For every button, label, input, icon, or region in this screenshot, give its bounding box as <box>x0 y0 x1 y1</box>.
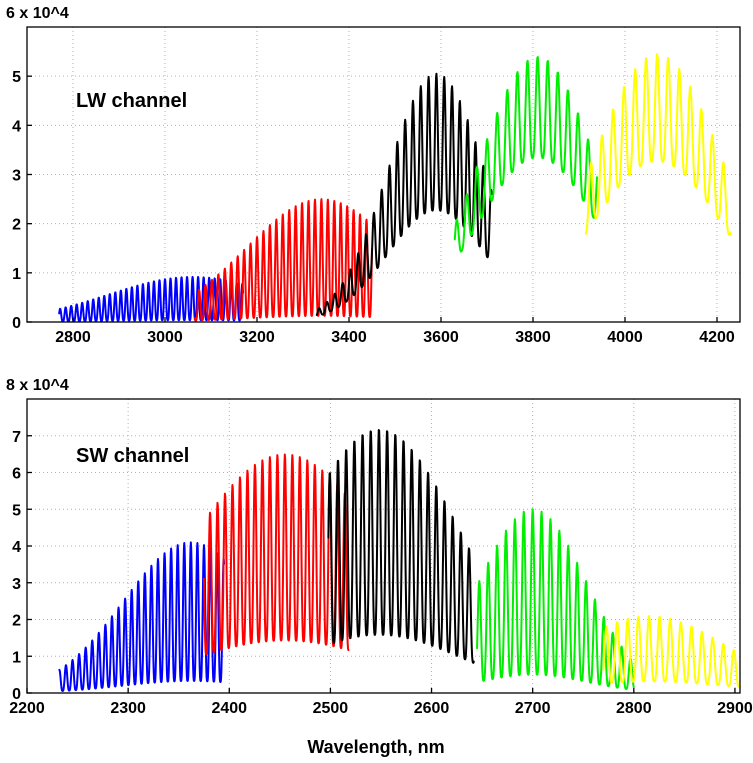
lw-series-1 <box>58 275 245 323</box>
lw-series-4 <box>453 55 598 253</box>
sw-series-1 <box>58 541 226 692</box>
sw-series-3 <box>327 428 475 664</box>
lw-x-tick-label: 3000 <box>147 329 183 346</box>
sw-x-tick-label: 2600 <box>414 700 450 717</box>
sw-y-multiplier: 8 x 10^4 <box>6 377 69 394</box>
sw-x-tick-label: 2500 <box>313 700 349 717</box>
lw-x-tick-label: 3600 <box>423 329 459 346</box>
sw-x-tick-label: 2900 <box>717 700 753 717</box>
sw-series-2 <box>202 453 350 656</box>
sw-x-tick-label: 2800 <box>616 700 652 717</box>
lw-y-tick-label: 0 <box>12 315 21 332</box>
lw-series-3 <box>315 72 493 316</box>
lw-x-tick-label: 2800 <box>55 329 91 346</box>
sw-x-tick-label: 2700 <box>515 700 551 717</box>
lw-y-tick-label: 5 <box>12 69 21 86</box>
sw-y-tick-label: 5 <box>12 502 21 519</box>
lw-y-tick-label: 3 <box>12 168 21 185</box>
sw-y-tick-label: 7 <box>12 429 21 446</box>
lw-x-tick-label: 3400 <box>331 329 367 346</box>
sw-series-4 <box>476 508 635 690</box>
sw-channel-panel: 8 x 10^4 SW channel 2200 2300 2400 2500 2600… <box>6 377 753 717</box>
sw-channel-label: SW channel <box>76 445 189 467</box>
lw-y-tick-label: 1 <box>12 266 21 283</box>
lw-y-tick-label: 2 <box>12 217 21 234</box>
lw-x-tick-label: 3800 <box>515 329 551 346</box>
lw-channel-label: LW channel <box>76 90 187 112</box>
lw-channel-panel: 6 x 10^4 LW channel 2800 3000 3200 3400 3600… <box>6 5 741 346</box>
lw-x-tick-label: 3200 <box>239 329 275 346</box>
lw-x-tick-label: 4200 <box>699 329 735 346</box>
lw-y-multiplier: 6 x 10^4 <box>6 5 69 22</box>
sw-x-tick-label: 2400 <box>211 700 247 717</box>
sw-y-tick-label: 6 <box>12 466 21 483</box>
lw-x-tick-label: 4000 <box>607 329 643 346</box>
sw-y-tick-label: 1 <box>12 649 21 666</box>
sw-y-tick-label: 4 <box>12 539 21 556</box>
lw-series-5 <box>584 53 732 237</box>
sw-x-tick-label: 2300 <box>110 700 146 717</box>
sw-y-tick-label: 0 <box>12 686 21 703</box>
sw-y-tick-label: 3 <box>12 576 21 593</box>
lw-y-tick-label: 4 <box>12 118 21 135</box>
x-axis-label: Wavelength, nm <box>307 737 444 757</box>
sw-y-tick-label: 2 <box>12 613 21 630</box>
sw-x-tick-label: 2200 <box>9 700 45 717</box>
sw-series-5 <box>602 615 741 689</box>
